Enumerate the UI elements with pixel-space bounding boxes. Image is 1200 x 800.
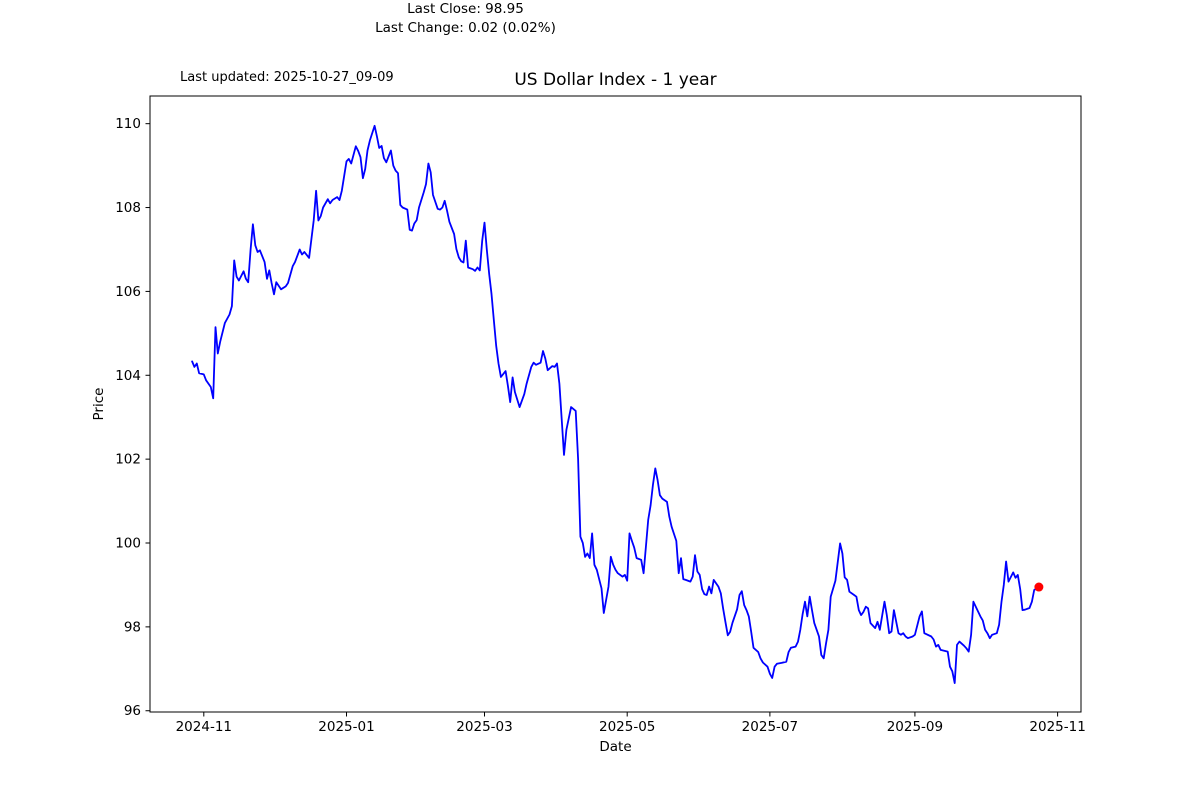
y-tick-label: 98	[124, 619, 141, 635]
last-updated-label: Last updated: 2025-10-27_09-09	[180, 70, 394, 85]
last-close-marker	[1034, 582, 1044, 592]
y-tick-label: 108	[115, 200, 141, 216]
y-tick-label: 102	[115, 452, 141, 468]
x-tick-label: 2025-01	[318, 719, 374, 735]
last-change-line: Last Change: 0.02 (0.02%)	[375, 20, 556, 36]
x-tick-label: 2025-11	[1029, 719, 1085, 735]
x-tick-label: 2025-07	[742, 719, 798, 735]
last-close-annotation: Last Close: 98.95 Last Change: 0.02 (0.02…	[0, 0, 931, 38]
plot-border	[149, 95, 1082, 713]
x-tick-label: 2025-09	[887, 719, 943, 735]
y-axis-label: Price	[91, 387, 107, 421]
y-tick-label: 100	[115, 536, 141, 552]
x-tick-label: 2025-03	[456, 719, 512, 735]
y-tick-label: 106	[115, 284, 141, 300]
last-close-line: Last Close: 98.95	[407, 1, 524, 17]
chart-title: US Dollar Index - 1 year	[514, 70, 717, 90]
x-tick-label: 2024-11	[176, 719, 232, 735]
y-tick-label: 104	[115, 368, 141, 384]
price-line	[191, 124, 1040, 684]
x-axis-label: Date	[599, 739, 632, 755]
y-tick-label: 110	[115, 116, 141, 132]
x-tick-label: 2025-05	[599, 719, 655, 735]
y-tick-label: 96	[124, 703, 141, 719]
